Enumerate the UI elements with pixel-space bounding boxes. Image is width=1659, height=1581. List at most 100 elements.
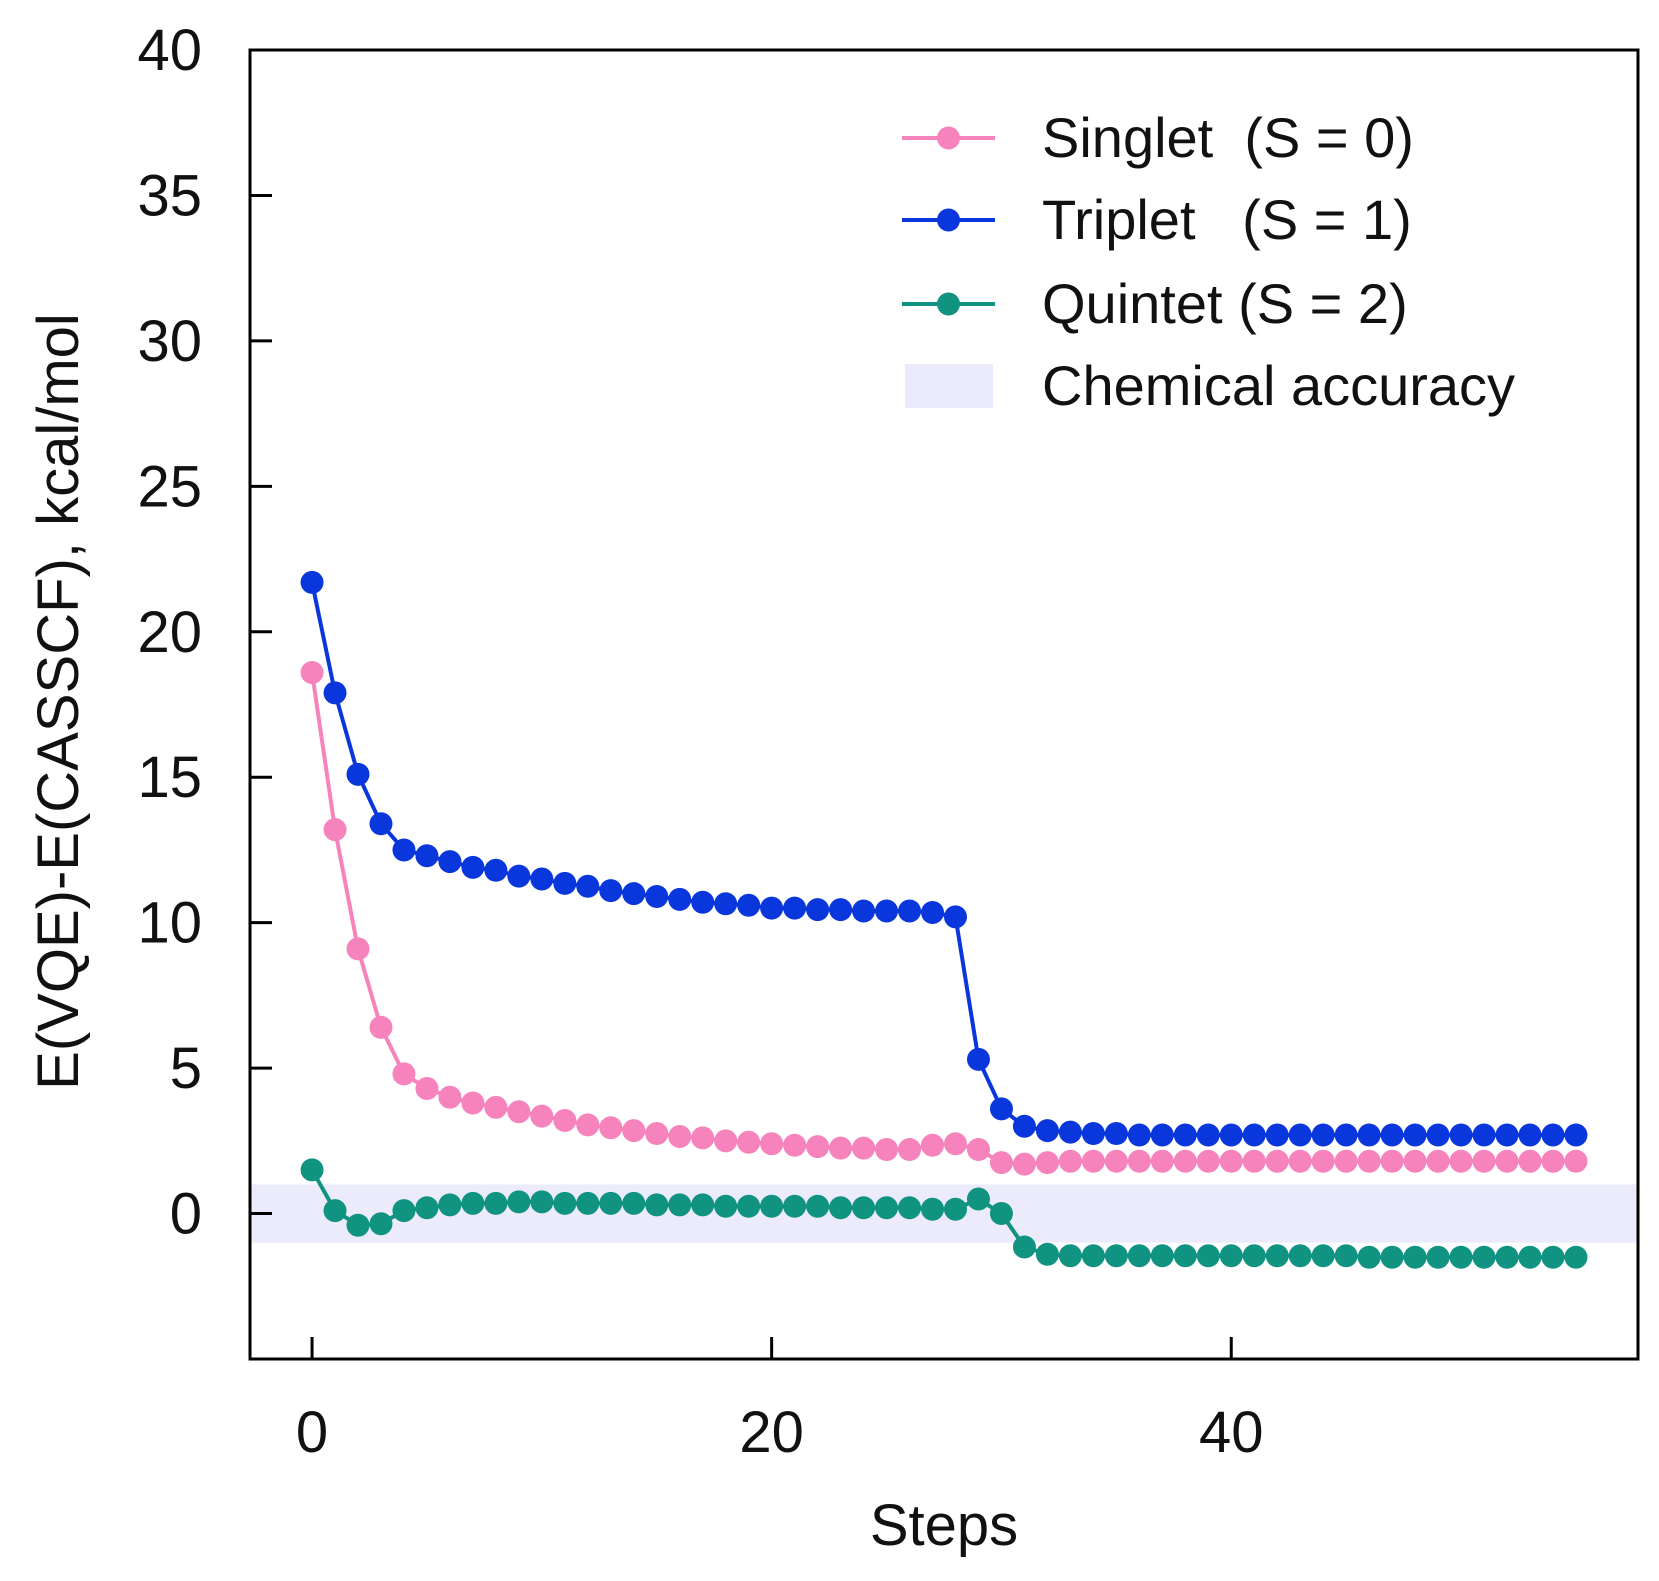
data-point: [1058, 1149, 1082, 1173]
data-point: [783, 1133, 807, 1157]
data-point: [966, 1138, 990, 1162]
data-point: [1449, 1123, 1473, 1147]
data-point: [1288, 1149, 1312, 1173]
data-point: [760, 1132, 784, 1156]
data-point: [1449, 1149, 1473, 1173]
data-point: [576, 1113, 600, 1137]
data-point: [806, 1194, 830, 1218]
data-point: [300, 570, 324, 594]
data-point: [737, 893, 761, 917]
data-point: [1196, 1244, 1220, 1268]
data-point: [507, 1100, 531, 1124]
data-point: [461, 1091, 485, 1115]
series-triplet: [300, 570, 1588, 1147]
data-point: [989, 1097, 1013, 1121]
data-point: [1288, 1123, 1312, 1147]
data-point: [852, 899, 876, 923]
data-point: [714, 892, 738, 916]
data-point: [852, 1136, 876, 1160]
data-point: [875, 1138, 899, 1162]
series-line: [310, 672, 1576, 1167]
legend-marker: [937, 292, 960, 316]
x-tick-label: 20: [739, 1400, 804, 1465]
x-tick-label: 40: [1199, 1400, 1264, 1465]
data-point: [1173, 1149, 1197, 1173]
legend-marker: [937, 126, 960, 150]
y-tick-label: 20: [137, 600, 202, 665]
data-point: [898, 1196, 922, 1220]
data-point: [1104, 1244, 1128, 1268]
data-point: [1380, 1149, 1404, 1173]
y-tick-label: 15: [137, 745, 202, 810]
data-point: [1495, 1149, 1519, 1173]
data-point: [1541, 1149, 1565, 1173]
y-tick-label: 0: [170, 1182, 202, 1247]
data-point: [1334, 1123, 1358, 1147]
data-point: [392, 1062, 416, 1086]
y-tick-label: 30: [137, 309, 202, 374]
data-point: [1311, 1123, 1335, 1147]
data-point: [898, 899, 922, 923]
data-point: [438, 1193, 462, 1217]
data-point: [1265, 1149, 1289, 1173]
data-point: [553, 1191, 577, 1215]
data-point: [461, 1191, 485, 1215]
data-point: [852, 1196, 876, 1220]
data-point: [1403, 1123, 1427, 1147]
data-point: [1081, 1122, 1105, 1146]
data-point: [989, 1151, 1013, 1175]
data-point: [668, 1193, 692, 1217]
data-point: [1219, 1244, 1243, 1268]
data-point: [875, 1196, 899, 1220]
data-point: [1081, 1244, 1105, 1268]
data-point: [943, 905, 967, 929]
data-point: [622, 882, 646, 906]
data-point: [1242, 1244, 1266, 1268]
y-tick-label: 25: [137, 454, 202, 519]
data-point: [369, 1015, 393, 1039]
legend-band-swatch: [905, 364, 993, 408]
data-point: [966, 1187, 990, 1211]
y-tick-label: 10: [137, 891, 202, 956]
data-point: [943, 1132, 967, 1156]
data-point: [599, 1116, 623, 1140]
legend-label: Singlet (S = 0): [1042, 106, 1414, 169]
data-point: [1173, 1123, 1197, 1147]
data-point: [1196, 1149, 1220, 1173]
data-point: [1242, 1123, 1266, 1147]
data-point: [806, 898, 830, 922]
data-point: [1357, 1149, 1381, 1173]
data-point: [1127, 1244, 1151, 1268]
data-point: [1127, 1123, 1151, 1147]
data-point: [829, 898, 853, 922]
data-point: [1012, 1235, 1036, 1259]
series-singlet: [300, 661, 1588, 1176]
data-point: [1426, 1245, 1450, 1269]
data-point: [622, 1119, 646, 1143]
data-point: [1311, 1149, 1335, 1173]
data-point: [1196, 1123, 1220, 1147]
data-point: [1242, 1149, 1266, 1173]
data-point: [1334, 1244, 1358, 1268]
data-point: [599, 1191, 623, 1215]
y-tick-label: 40: [137, 18, 202, 83]
data-point: [1058, 1120, 1082, 1144]
data-point: [806, 1135, 830, 1159]
data-point: [1403, 1149, 1427, 1173]
data-point: [1472, 1245, 1496, 1269]
data-point: [1150, 1149, 1174, 1173]
data-point: [645, 884, 669, 908]
series-line: [310, 581, 1576, 1138]
data-point: [921, 1133, 945, 1157]
data-point: [300, 661, 324, 685]
data-point: [576, 874, 600, 898]
data-point: [1426, 1123, 1450, 1147]
data-point: [484, 1191, 508, 1215]
data-point: [1150, 1123, 1174, 1147]
data-point: [1012, 1114, 1036, 1138]
data-point: [1173, 1244, 1197, 1268]
legend: Singlet (S = 0) Triplet (S = 1) Quintet (S…: [902, 106, 1515, 417]
data-point: [1472, 1149, 1496, 1173]
data-point: [1357, 1123, 1381, 1147]
